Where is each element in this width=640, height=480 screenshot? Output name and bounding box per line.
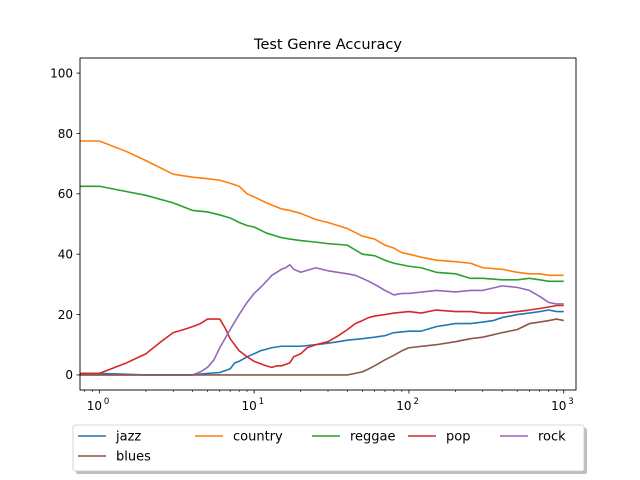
y-tick-label: 80 [58, 127, 73, 141]
x-axis: 10 0 10 1 10 2 10 3 [84, 390, 574, 413]
plot-lines [80, 140, 564, 376]
y-tick-label: 100 [50, 66, 73, 80]
y-axis: 0 20 40 60 80 100 [50, 66, 80, 382]
series-line-country [80, 140, 564, 277]
x-tick-label: 10 [551, 399, 566, 413]
series-line-pop [80, 304, 564, 375]
y-tick-label: 40 [58, 247, 73, 261]
legend-label-blues: blues [116, 450, 151, 465]
series-line-jazz [80, 309, 564, 376]
legend-label-country: country [233, 430, 283, 445]
y-tick-label: 60 [58, 187, 73, 201]
y-tick-label: 20 [58, 308, 73, 322]
series-line-rock [80, 263, 564, 376]
series-line-blues [80, 318, 564, 376]
y-tick-label: 0 [65, 368, 73, 382]
x-tick-label: 10 [242, 399, 257, 413]
legend-label-jazz: jazz [115, 430, 141, 445]
x-tick-exponent: 0 [104, 397, 109, 407]
chart-title: Test Genre Accuracy [253, 37, 402, 53]
legend-label-pop: pop [446, 430, 470, 445]
legend-label-reggae: reggae [350, 430, 396, 445]
x-tick-exponent: 2 [413, 397, 418, 407]
series-line-reggae [80, 185, 564, 283]
x-tick-label: 10 [87, 399, 102, 413]
legend: jazz country reggae pop rock blues [72, 424, 587, 474]
x-tick-exponent: 3 [568, 397, 573, 407]
legend-label-rock: rock [538, 430, 566, 445]
x-tick-exponent: 1 [259, 397, 264, 407]
x-tick-label: 10 [396, 399, 411, 413]
